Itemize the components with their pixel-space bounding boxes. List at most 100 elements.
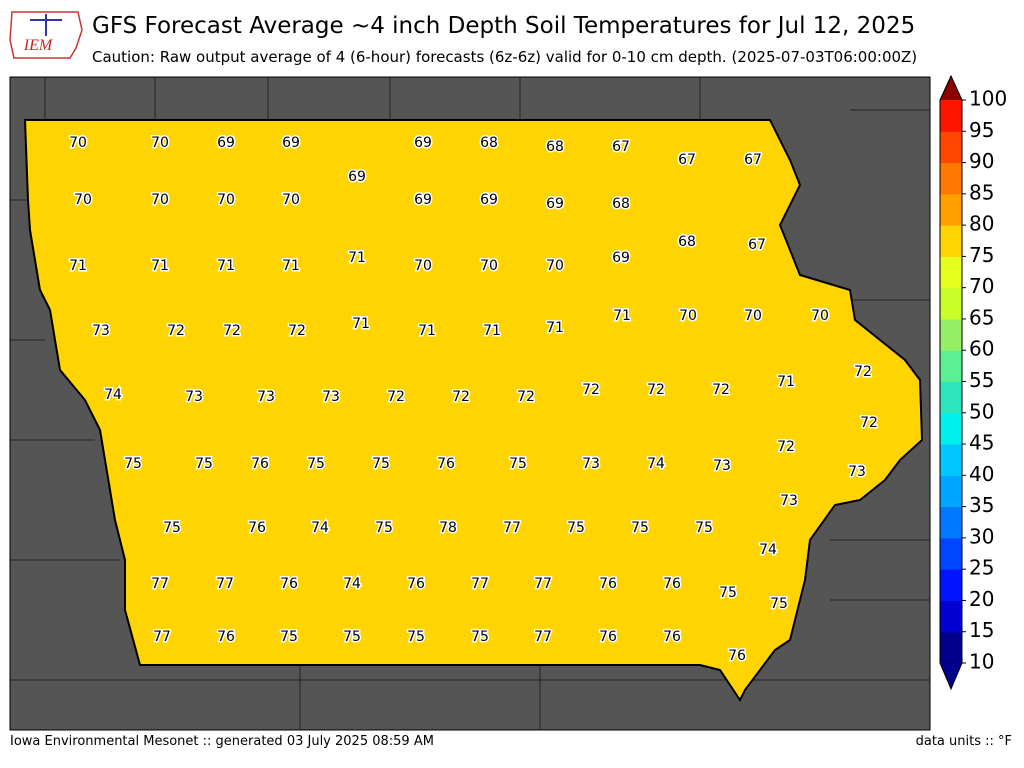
county-value: 76 [437,456,455,472]
county-value: 72 [582,382,600,398]
colorbar-segment [940,225,962,257]
colorbar-segment [940,569,962,601]
county-value: 76 [248,520,266,536]
title: GFS Forecast Average ~4 inch Depth Soil … [92,13,915,39]
county-value: 72 [777,439,795,455]
colorbar-tick-label: 95 [969,118,994,142]
county-value: 75 [343,629,361,645]
county-value: 70 [217,192,235,208]
county-value: 68 [546,139,564,155]
colorbar-segment [940,381,962,414]
county-value: 73 [780,493,798,509]
county-value: 76 [599,629,617,645]
county-value: 75 [407,629,425,645]
county-value: 75 [631,520,649,536]
county-value: 75 [163,520,181,536]
county-value: 67 [678,152,696,168]
county-value: 72 [288,323,306,339]
county-value: 72 [452,389,470,405]
colorbar-segment [940,631,962,664]
county-value: 77 [471,576,489,592]
colorbar-segment [940,193,962,226]
county-value: 76 [728,648,746,664]
footer-left: Iowa Environmental Mesonet :: generated … [10,734,434,749]
county-value: 69 [414,135,432,151]
county-value: 73 [92,323,110,339]
county-value: 71 [348,250,366,266]
county-value: 73 [257,389,275,405]
county-value: 71 [282,258,300,274]
county-value: 77 [534,629,552,645]
county-value: 75 [695,520,713,536]
county-value: 77 [153,629,171,645]
county-value: 75 [567,520,585,536]
colorbar-under [940,663,962,689]
county-value: 75 [124,456,142,472]
subtitle: Caution: Raw output average of 4 (6-hour… [92,48,917,66]
colorbar-segment [940,162,962,195]
colorbar-tick-label: 35 [969,493,994,517]
county-value: 70 [151,192,169,208]
county-value: 76 [663,629,681,645]
county-value: 75 [375,520,393,536]
county-value: 72 [647,382,665,398]
colorbar-tick-label: 25 [969,556,994,580]
county-value: 76 [217,629,235,645]
colorbar-segment [940,475,962,508]
county-labels: 70 70 69 69 69 69 68 68 67 67 67 70 70 70 70 69 69 69 68 68… [68,134,880,666]
county-value: 70 [679,308,697,324]
county-value: 72 [712,382,730,398]
county-value: 71 [418,323,436,339]
county-value: 69 [348,169,366,185]
colorbar-over [940,76,962,100]
county-value: 76 [280,576,298,592]
county-value: 76 [599,576,617,592]
county-value: 70 [414,258,432,274]
county-value: 70 [282,192,300,208]
county-value: 73 [322,389,340,405]
county-value: 71 [69,258,87,274]
county-value: 70 [480,258,498,274]
colorbar-tick-label: 45 [969,431,994,455]
county-value: 77 [216,576,234,592]
county-value: 74 [311,520,329,536]
county-value: 74 [759,542,777,558]
county-value: 77 [534,576,552,592]
county-value: 74 [647,456,665,472]
colorbar-tick-label: 80 [969,212,994,236]
county-value: 71 [352,316,370,332]
county-value: 72 [860,415,878,431]
county-value: 69 [414,192,432,208]
county-value: 68 [480,135,498,151]
colorbar-segment [940,287,962,320]
county-value: 78 [439,520,457,536]
county-value: 75 [280,629,298,645]
colorbar-segment [940,444,962,476]
colorbar-segment [940,600,962,633]
county-value: 69 [217,135,235,151]
colorbar-segment [940,412,962,445]
county-value: 75 [471,629,489,645]
county-value: 76 [407,576,425,592]
county-value: 71 [777,374,795,390]
county-value: 74 [343,576,361,592]
county-value: 67 [612,139,630,155]
county-value: 69 [546,196,564,212]
logo: IEM [9,11,83,59]
county-value: 72 [517,389,535,405]
colorbar-segment [940,131,962,164]
county-value: 72 [167,323,185,339]
county-value: 71 [613,308,631,324]
colorbar-tick-label: 100 [969,87,1007,111]
colorbar-tick-label: 10 [969,650,994,674]
colorbar-segment [940,537,962,570]
colorbar: 10 15 20 25 30 35 40 45 50 55 60 65 70 75 80 85 90 95 100 [939,74,1007,691]
county-value: 73 [713,458,731,474]
colorbar-tick-label: 30 [969,524,994,548]
colorbar-segment [940,506,962,539]
county-value: 75 [719,585,737,601]
county-value: 71 [217,258,235,274]
county-value: 71 [151,258,169,274]
county-value: 70 [74,192,92,208]
